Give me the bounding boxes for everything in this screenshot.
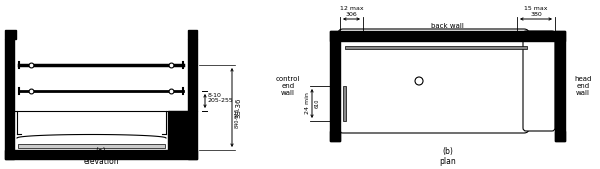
- FancyBboxPatch shape: [338, 29, 529, 133]
- Text: (b)
plan: (b) plan: [439, 147, 456, 166]
- Bar: [330, 131, 340, 141]
- Bar: [188, 39, 197, 159]
- Text: back wall: back wall: [431, 23, 464, 29]
- Text: 8-10
205-255: 8-10 205-255: [208, 93, 234, 103]
- Text: 33-36: 33-36: [235, 97, 241, 118]
- Bar: [168, 111, 188, 150]
- Bar: [555, 31, 565, 141]
- Bar: [5, 39, 14, 159]
- Bar: [5, 150, 197, 159]
- Bar: [340, 31, 555, 131]
- Text: head
end
wall: head end wall: [574, 76, 592, 96]
- Bar: [345, 46, 527, 49]
- Bar: [330, 31, 340, 141]
- Text: 15 max
380: 15 max 380: [524, 6, 548, 17]
- Bar: [188, 30, 197, 39]
- FancyBboxPatch shape: [523, 31, 555, 131]
- Bar: [555, 131, 565, 141]
- Bar: [343, 86, 346, 121]
- Bar: [330, 31, 565, 41]
- Text: 24 min: 24 min: [305, 93, 310, 114]
- Bar: [5, 30, 16, 39]
- Bar: [14, 39, 188, 150]
- Text: (a)
elevation: (a) elevation: [83, 147, 119, 166]
- Text: 840-915: 840-915: [235, 107, 240, 128]
- Text: 610: 610: [315, 99, 320, 108]
- Bar: [18, 144, 165, 148]
- Text: 12 max
306: 12 max 306: [340, 6, 364, 17]
- Text: control
end
wall: control end wall: [276, 76, 300, 96]
